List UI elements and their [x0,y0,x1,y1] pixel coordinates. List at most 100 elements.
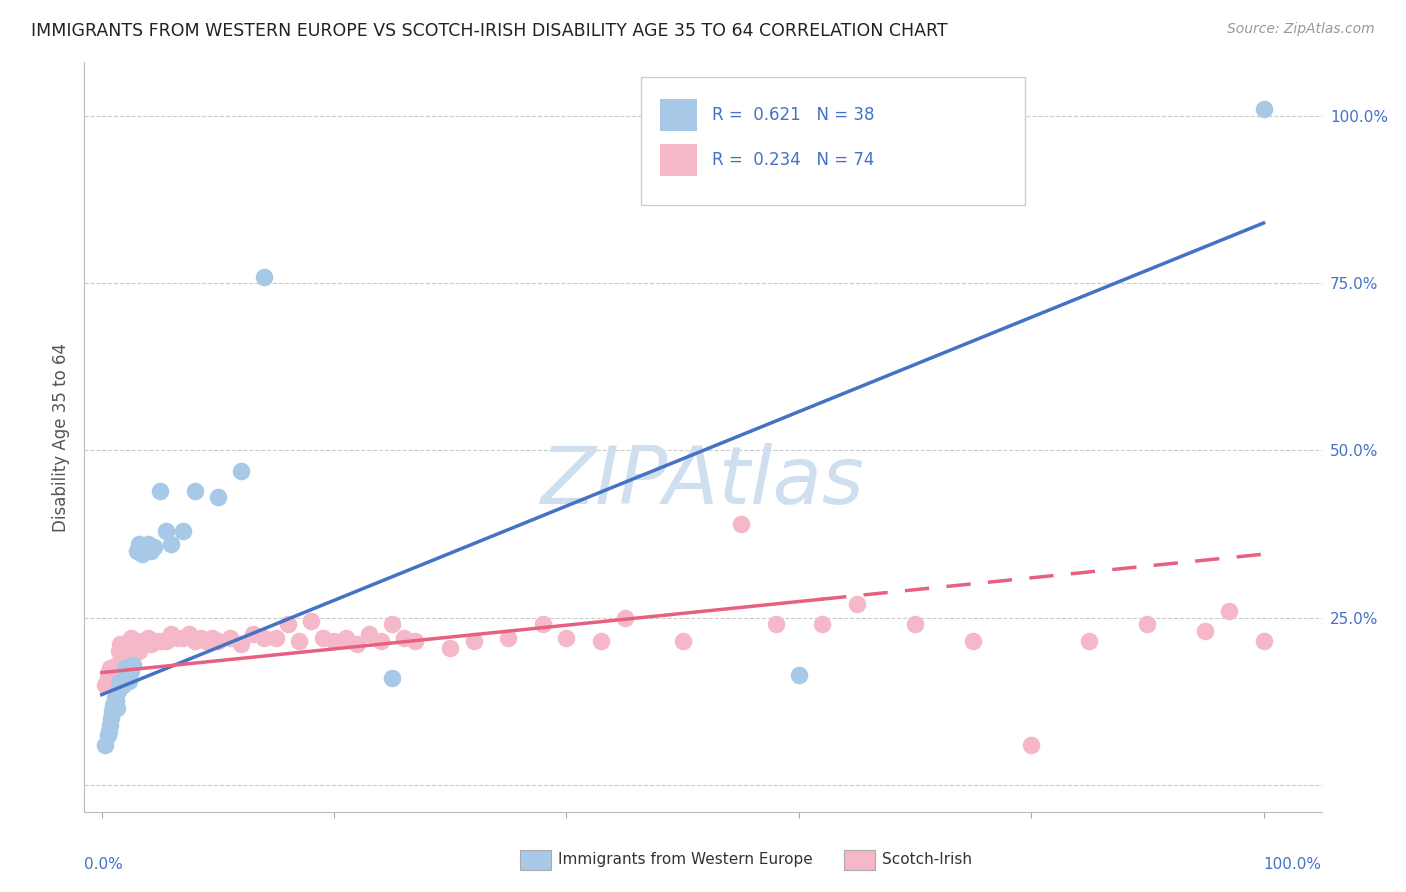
Text: R =  0.234   N = 74: R = 0.234 N = 74 [711,151,875,169]
Point [149,634,172,648]
Point [135,634,157,648]
Text: 0.0%: 0.0% [84,856,124,871]
Point [1218,604,1240,618]
Point [120,631,142,645]
Point [166,631,188,645]
Point [131,547,153,561]
Point [107,684,129,698]
Point [253,269,276,284]
Point [155,524,177,538]
Point [404,634,426,648]
Point [904,617,927,632]
Point [136,631,159,645]
Point [439,640,461,655]
Point [591,634,613,648]
Point [172,524,194,538]
Point [122,657,145,672]
Point [264,631,287,645]
Point [323,634,346,648]
FancyBboxPatch shape [641,78,1025,205]
Point [101,667,124,681]
Point [103,663,125,677]
Point [110,674,132,689]
Point [105,667,128,681]
Point [104,694,127,708]
Point [97,724,120,739]
Y-axis label: Disability Age 35 to 64: Disability Age 35 to 64 [52,343,70,532]
Point [155,634,177,648]
Point [103,690,125,705]
Point [335,631,357,645]
Point [94,738,117,752]
Text: Scotch-Irish: Scotch-Irish [882,853,972,867]
Point [143,634,166,648]
Point [463,634,485,648]
Point [110,637,132,651]
Point [1136,617,1159,632]
Point [207,491,229,505]
Point [100,665,122,680]
Point [555,631,578,645]
Point [94,678,117,692]
Point [112,671,135,685]
Text: Source: ZipAtlas.com: Source: ZipAtlas.com [1227,22,1375,37]
Point [381,671,404,685]
Point [381,617,404,632]
Point [811,617,834,632]
Text: ZIPAtlas: ZIPAtlas [541,443,865,521]
Point [117,674,139,689]
Point [100,711,122,725]
Point [114,661,136,675]
Point [845,598,868,612]
Point [97,728,120,742]
Point [1253,102,1275,116]
Point [765,617,787,632]
Point [117,637,139,651]
Point [103,658,125,673]
Point [97,671,120,685]
Point [128,644,150,658]
Point [117,634,139,648]
Text: Immigrants from Western Europe: Immigrants from Western Europe [558,853,813,867]
Point [201,631,224,645]
Text: 100.0%: 100.0% [1264,856,1322,871]
Point [105,701,128,715]
Point [672,634,695,648]
Point [962,634,984,648]
Point [613,611,636,625]
Point [120,664,142,679]
Point [139,637,162,651]
Point [136,537,159,551]
Point [1078,634,1101,648]
Point [143,541,166,555]
Point [1019,738,1042,752]
Point [101,705,124,719]
Point [242,627,264,641]
Point [392,631,415,645]
Point [125,634,148,648]
Point [108,644,131,658]
Point [299,614,322,628]
Point [288,634,311,648]
FancyBboxPatch shape [659,145,697,176]
Point [787,667,810,681]
Point [112,648,135,662]
Point [149,483,172,498]
Point [122,644,145,658]
Point [98,661,121,675]
Point [97,664,120,679]
Point [207,634,229,648]
Point [172,631,194,645]
Point [111,644,134,658]
Point [98,717,121,731]
Point [1194,624,1216,639]
Point [357,627,380,641]
Point [111,678,134,692]
Point [135,541,157,555]
Text: R =  0.621   N = 38: R = 0.621 N = 38 [711,106,875,124]
Point [131,637,153,651]
Point [531,617,554,632]
Point [231,637,253,651]
Point [125,544,148,558]
Point [370,634,392,648]
